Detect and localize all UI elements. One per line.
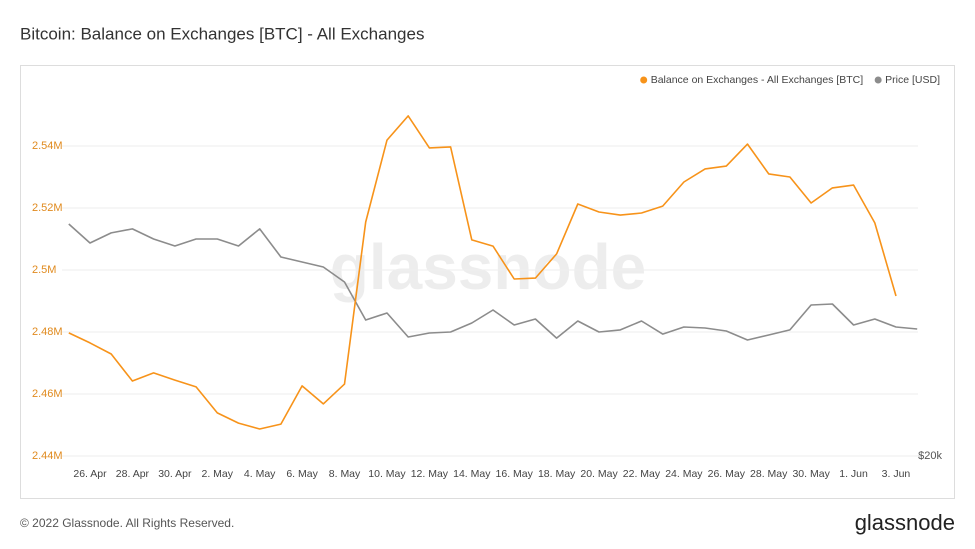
y-tick-label: 2.54M [32,140,63,152]
series-line [68,115,897,430]
y-tick-label: 2.48M [32,326,63,338]
x-tick-label: 8. May [329,468,361,480]
x-tick-label: 6. May [286,468,318,480]
x-tick-label: 1. Jun [839,468,868,480]
x-tick-label: 2. May [202,468,234,480]
legend-label: Balance on Exchanges - All Exchanges [BT… [651,74,864,86]
y2-tick-label: $20k [918,450,942,462]
x-tick-label: 14. May [453,468,491,480]
x-tick-label: 4. May [244,468,276,480]
x-tick-label: 28. May [750,468,788,480]
footer: © 2022 Glassnode. All Rights Reserved. [20,516,234,530]
x-tick-label: 18. May [538,468,576,480]
brand-logo: glassnode [855,510,955,535]
y-tick-label: 2.46M [32,388,63,400]
x-tick-label: 30. May [792,468,830,480]
chart-title: Bitcoin: Balance on Exchanges [BTC] - Al… [20,24,424,43]
x-tick-label: 30. Apr [158,468,192,480]
x-tick-label: 12. May [411,468,449,480]
y-tick-label: 2.52M [32,202,63,214]
x-tick-label: 10. May [368,468,406,480]
x-tick-label: 20. May [580,468,618,480]
x-tick-label: 22. May [623,468,661,480]
x-tick-label: 3. Jun [882,468,911,480]
chart-frame [20,65,955,499]
x-tick-label: 26. Apr [73,468,107,480]
x-tick-label: 16. May [496,468,534,480]
y-tick-label: 2.5M [32,264,56,276]
x-tick-label: 24. May [665,468,703,480]
legend-label: Price [USD] [885,74,940,86]
watermark: glassnode [330,231,647,303]
y-tick-label: 2.44M [32,450,63,462]
x-tick-label: 26. May [708,468,746,480]
legend-marker [874,76,882,84]
series-line [68,223,918,341]
legend-marker [640,76,648,84]
x-tick-label: 28. Apr [116,468,150,480]
